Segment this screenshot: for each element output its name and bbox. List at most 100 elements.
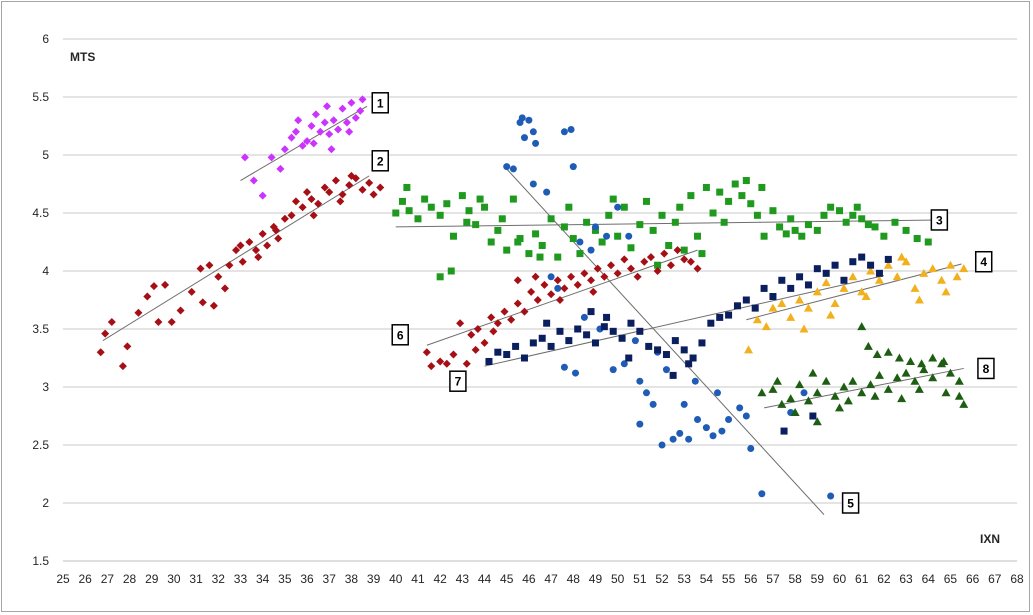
y-tick-label: 2.5	[32, 438, 49, 452]
data-point	[736, 404, 744, 412]
data-point	[298, 203, 307, 212]
data-point	[176, 306, 185, 315]
data-point	[274, 234, 283, 243]
data-point	[331, 176, 340, 185]
x-tick-label: 30	[167, 572, 181, 586]
x-tick-label: 33	[234, 572, 248, 586]
data-point	[271, 226, 280, 235]
x-tick-label: 52	[655, 572, 669, 586]
data-point	[662, 366, 670, 374]
x-tick-label: 49	[589, 572, 603, 586]
data-point	[421, 195, 429, 203]
data-point	[538, 334, 546, 342]
data-point	[567, 125, 575, 133]
data-point	[798, 232, 806, 240]
data-point	[691, 377, 699, 385]
data-point	[525, 116, 533, 124]
callout-label: 6	[397, 328, 404, 342]
callout-label: 1	[377, 96, 384, 110]
x-tick-label: 28	[123, 572, 137, 586]
callout-label: 7	[455, 375, 462, 389]
data-point	[258, 191, 267, 200]
data-point	[720, 218, 728, 226]
data-point	[803, 396, 813, 405]
data-point	[345, 181, 354, 190]
data-point	[161, 280, 170, 289]
x-tick-label: 29	[145, 572, 159, 586]
data-point	[503, 246, 511, 254]
data-point	[225, 261, 234, 270]
data-point	[356, 106, 365, 115]
data-point	[553, 276, 562, 285]
data-point	[347, 98, 356, 107]
data-point	[760, 232, 768, 240]
data-point	[676, 429, 684, 437]
data-point	[894, 353, 904, 362]
data-point	[198, 298, 207, 307]
x-tick-label: 48	[567, 572, 581, 586]
x-tick-label: 51	[633, 572, 647, 586]
trendline-4	[746, 263, 962, 321]
data-point	[609, 366, 617, 374]
data-point	[725, 311, 733, 319]
x-tick-label: 41	[411, 572, 425, 586]
data-point	[813, 265, 821, 273]
callout-4: 4	[974, 250, 993, 273]
callout-1: 1	[371, 92, 390, 114]
data-point	[614, 232, 622, 240]
data-point	[513, 276, 522, 285]
data-point	[334, 125, 343, 134]
data-point	[287, 211, 296, 220]
data-point	[205, 261, 214, 270]
data-point	[867, 261, 875, 269]
data-point	[476, 195, 484, 203]
data-point	[311, 110, 320, 119]
data-point	[808, 368, 818, 377]
data-point	[891, 218, 899, 226]
data-point	[864, 221, 872, 229]
data-point	[812, 417, 822, 426]
data-point	[747, 200, 755, 208]
data-point	[560, 223, 568, 231]
data-point	[831, 261, 839, 269]
data-point	[123, 342, 132, 351]
callout-box	[977, 357, 995, 380]
data-point	[442, 359, 451, 368]
data-point	[892, 373, 902, 382]
data-point	[414, 215, 422, 223]
data-point	[707, 319, 715, 327]
data-point	[928, 353, 938, 362]
data-point	[518, 114, 526, 122]
data-point	[901, 368, 911, 377]
data-point	[821, 278, 831, 287]
data-point	[848, 272, 858, 281]
data-point	[280, 214, 289, 223]
data-point	[666, 261, 675, 270]
data-point	[731, 180, 739, 188]
x-tick-label: 34	[256, 572, 270, 586]
callout-box	[974, 250, 993, 273]
data-point	[294, 116, 303, 125]
data-point	[790, 408, 800, 417]
data-point	[500, 307, 509, 316]
y-tick-label: 1.5	[32, 554, 49, 568]
data-point	[843, 396, 853, 405]
data-point	[580, 313, 588, 321]
data-point	[753, 211, 761, 219]
data-point	[358, 95, 367, 104]
data-point	[613, 269, 622, 278]
data-point	[358, 185, 367, 194]
data-point	[848, 376, 858, 385]
trendline-5	[504, 166, 825, 515]
data-point	[772, 376, 782, 385]
data-point	[369, 190, 378, 199]
data-point	[576, 250, 584, 258]
data-point	[758, 490, 766, 498]
data-point	[267, 153, 276, 162]
x-tick-label: 36	[300, 572, 314, 586]
data-point	[642, 389, 650, 397]
x-tick-label: 65	[944, 572, 958, 586]
data-point	[107, 318, 116, 327]
data-point	[498, 215, 506, 223]
data-point	[716, 188, 724, 196]
